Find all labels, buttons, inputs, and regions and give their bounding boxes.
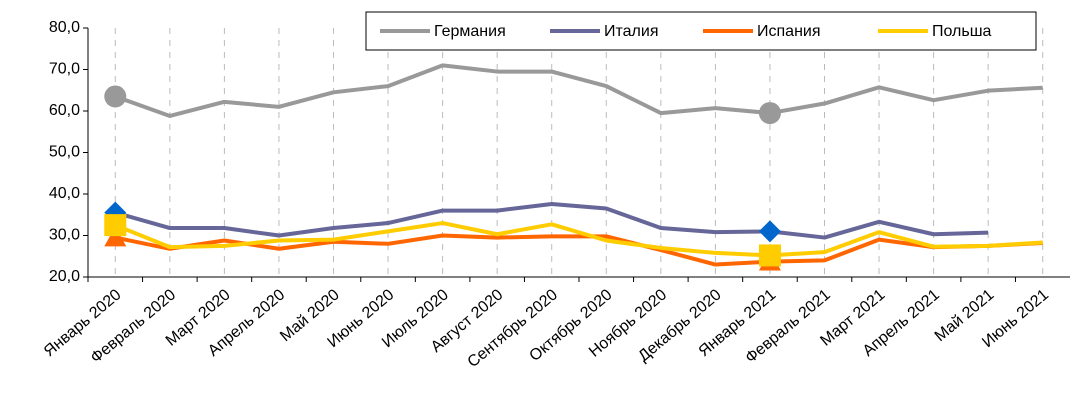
marker — [758, 220, 781, 243]
marker — [758, 244, 781, 267]
series-line — [114, 63, 1043, 118]
y-tick-label: 50,0 — [49, 144, 80, 161]
series-line — [114, 221, 1043, 258]
legend-label: Испания — [757, 23, 821, 40]
series-line — [114, 233, 1043, 267]
y-tick-label: 20,0 — [49, 268, 80, 285]
marker — [104, 214, 127, 237]
marker — [104, 85, 127, 108]
legend-label: Польша — [932, 23, 992, 40]
legend-label: Германия — [434, 23, 506, 40]
marker — [104, 226, 127, 247]
y-tick-label: 40,0 — [49, 185, 80, 202]
y-tick-label: 70,0 — [49, 61, 80, 78]
marker — [758, 102, 781, 125]
legend-label: Италия — [604, 23, 658, 40]
y-tick-label: 80,0 — [49, 19, 80, 36]
y-tick-label: 30,0 — [49, 227, 80, 244]
series-line — [114, 201, 989, 240]
y-tick-label: 60,0 — [49, 102, 80, 119]
